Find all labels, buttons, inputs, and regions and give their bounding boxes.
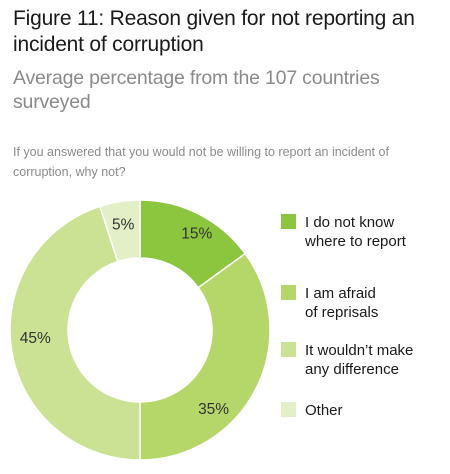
legend-label: It wouldn’t make — [305, 342, 413, 359]
legend-label: I do not know — [305, 214, 394, 231]
donut-slice — [139, 252, 271, 461]
slice-value-label: 5% — [112, 216, 135, 233]
slice-labels: 15% 35% 45% 5% — [20, 216, 230, 418]
legend-swatch — [281, 342, 296, 357]
slice-value-label: 35% — [198, 401, 229, 418]
legend-label: where to report — [304, 233, 407, 250]
legend-label: Other — [305, 402, 343, 419]
legend-swatch — [281, 402, 296, 417]
donut-slice — [98, 199, 141, 263]
legend-swatch — [281, 214, 296, 229]
figure-title: Figure 11: Reason given for not reportin… — [13, 7, 415, 56]
legend-swatch — [281, 285, 296, 300]
slice-value-label: 45% — [20, 330, 51, 347]
donut-slices — [9, 199, 271, 461]
legend-label: I am afraid — [305, 285, 376, 302]
legend-label: any difference — [305, 361, 399, 378]
survey-question: If you answered that you would not be wi… — [13, 145, 389, 179]
figure-subtitle: Average percentage from the 107 countrie… — [13, 67, 380, 113]
donut-slice — [9, 205, 141, 461]
chart-legend: I do not know where to report I am afraid o… — [281, 214, 413, 419]
legend-label: of reprisals — [305, 304, 378, 321]
slice-value-label: 15% — [181, 225, 212, 242]
